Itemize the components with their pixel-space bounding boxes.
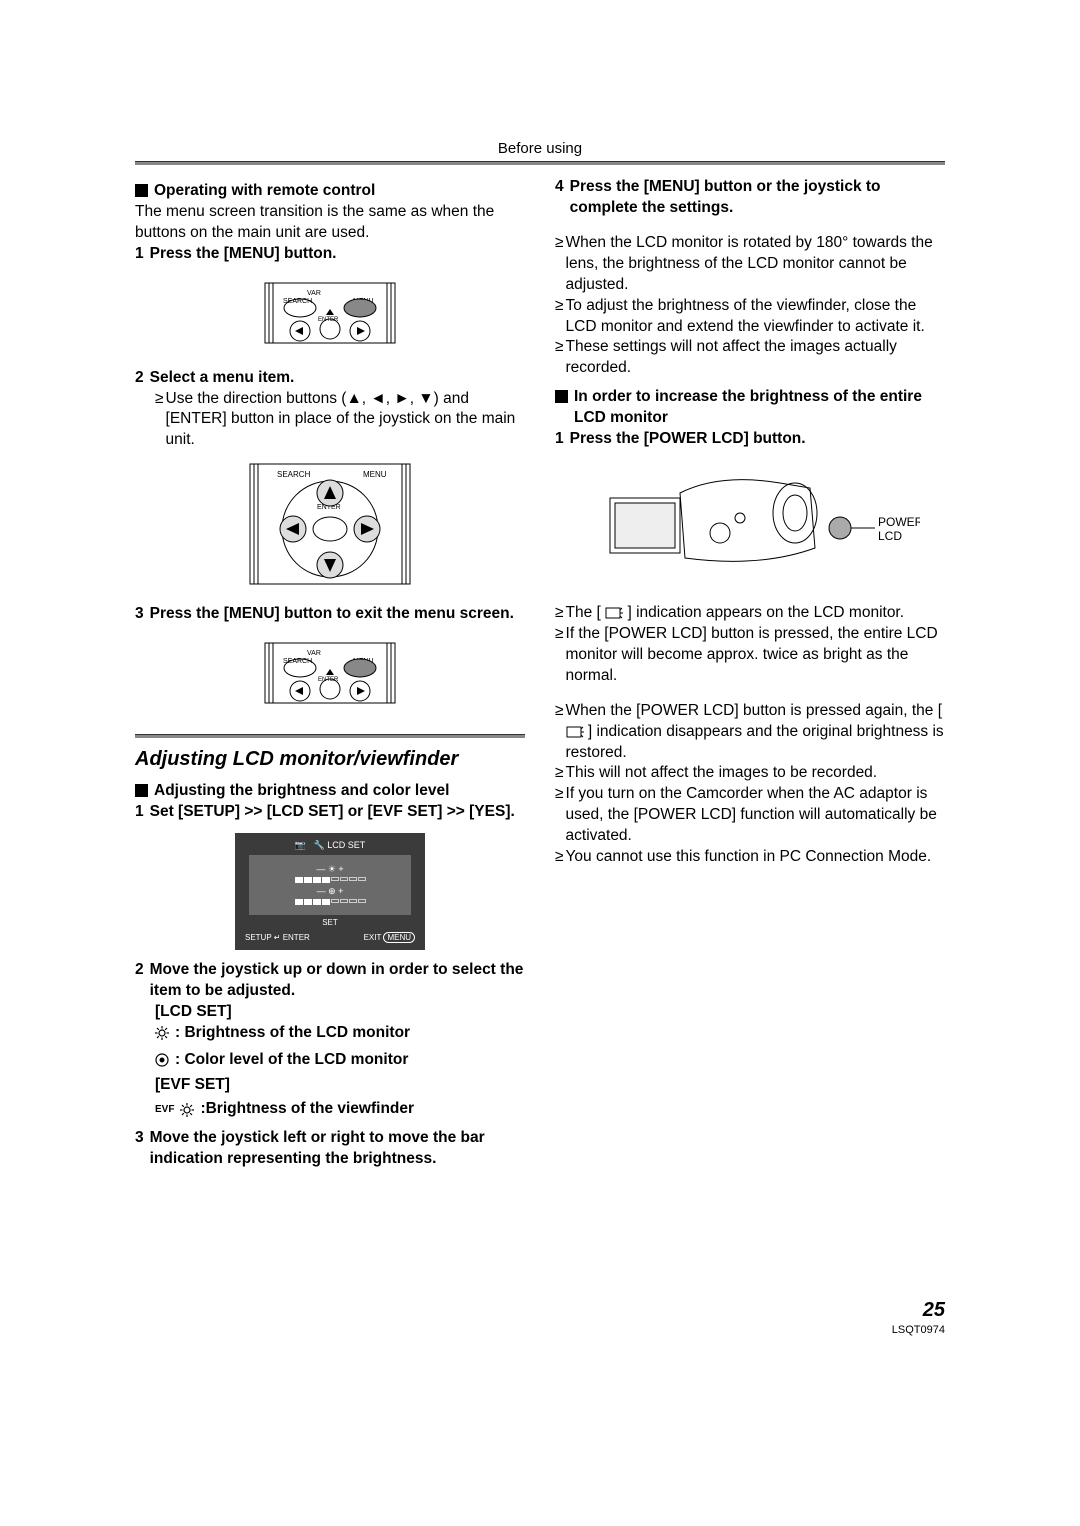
- step-2: 2Select a menu item.: [135, 368, 525, 389]
- square-bullet-icon: [135, 184, 148, 197]
- ac-adaptor: ≥If you turn on the Camcorder when the A…: [555, 784, 945, 847]
- heading-remote-control: Operating with remote control: [135, 181, 525, 202]
- sun-icon: [155, 1026, 169, 1040]
- heading-power-lcd: In order to increase the brightness of t…: [555, 387, 945, 429]
- evf-set-label: [EVF SET]: [135, 1075, 525, 1096]
- svg-text:ENTER: ENTER: [318, 677, 339, 683]
- remote-figure-small-2: VAR SEARCH MENU ENTER: [135, 633, 525, 720]
- remote-figure-large: SEARCH MENU ENTER: [135, 459, 525, 596]
- note-rotate-180: ≥When the LCD monitor is rotated by 180°…: [555, 233, 945, 296]
- note-viewfinder: ≥To adjust the brightness of the viewfin…: [555, 296, 945, 338]
- pc-connection: ≥You cannot use this function in PC Conn…: [555, 847, 945, 868]
- lcd-label: LCD: [878, 529, 902, 543]
- sun-icon: [180, 1103, 194, 1117]
- power-label: POWER: [878, 515, 920, 529]
- lcd-color-line: : Color level of the LCD monitor: [135, 1050, 525, 1071]
- heading-brightness-color: Adjusting the brightness and color level: [135, 781, 525, 802]
- header-section-label: Before using: [135, 140, 945, 157]
- power-step-1: 1Press the [POWER LCD] button.: [555, 429, 945, 450]
- document-code: LSQT0974: [892, 1324, 945, 1336]
- section-divider: [135, 734, 525, 738]
- step-2-detail: ≥ Use the direction buttons (▲, ◄, ►, ▼)…: [135, 389, 525, 452]
- screen-icon: [566, 726, 584, 738]
- step-4: 4Press the [MENU] button or the joystick…: [555, 177, 945, 219]
- lcd-brightness-line: : Brightness of the LCD monitor: [135, 1023, 525, 1044]
- svg-text:VAR: VAR: [307, 650, 321, 657]
- not-affect-images: ≥This will not affect the images to be r…: [555, 763, 945, 784]
- page-number: 25: [892, 1299, 945, 1322]
- adj-step-3: 3Move the joystick left or right to move…: [135, 1128, 525, 1170]
- svg-text:MENU: MENU: [363, 470, 387, 479]
- note-no-affect: ≥These settings will not affect the imag…: [555, 337, 945, 379]
- svg-text:SEARCH: SEARCH: [277, 470, 311, 479]
- page-footer: 25 LSQT0974: [892, 1299, 945, 1336]
- lcd-set-label: [LCD SET]: [135, 1002, 525, 1023]
- twice-bright: ≥If the [POWER LCD] button is pressed, t…: [555, 624, 945, 687]
- enter-label: ENTER: [318, 317, 339, 323]
- lcd-set-screenshot: 📷 🔧 LCD SET — ☀ + — ⊕ + SET SETUP ↵ ENTE…: [235, 833, 425, 950]
- left-column: Operating with remote control The menu s…: [135, 177, 525, 1170]
- section-title-lcd: Adjusting LCD monitor/viewfinder: [135, 746, 525, 773]
- evf-prefix: EVF: [155, 1103, 174, 1117]
- header-divider: [135, 161, 945, 165]
- indication-appears: ≥ The [ ] indication appears on the LCD …: [555, 603, 945, 624]
- adj-step-1: 1Set [SETUP] >> [LCD SET] or [EVF SET] >…: [135, 802, 525, 823]
- color-circle-icon: [155, 1053, 169, 1067]
- right-column: 4Press the [MENU] button or the joystick…: [555, 177, 945, 1170]
- square-bullet-icon: [135, 784, 148, 797]
- camcorder-figure: POWER LCD: [555, 458, 945, 595]
- screen-icon: [605, 607, 623, 619]
- pressed-again: ≥ When the [POWER LCD] button is pressed…: [555, 701, 945, 764]
- step-1: 1Press the [MENU] button.: [135, 244, 525, 265]
- evf-brightness-line: EVF :Brightness of the viewfinder: [135, 1099, 525, 1120]
- var-label: VAR: [307, 290, 321, 297]
- adj-step-2: 2Move the joystick up or down in order t…: [135, 960, 525, 1002]
- step-3: 3Press the [MENU] button to exit the men…: [135, 604, 525, 625]
- square-bullet-icon: [555, 390, 568, 403]
- intro-text: The menu screen transition is the same a…: [135, 202, 525, 244]
- remote-figure-small-1: VAR SEARCH MENU ENTER: [135, 273, 525, 360]
